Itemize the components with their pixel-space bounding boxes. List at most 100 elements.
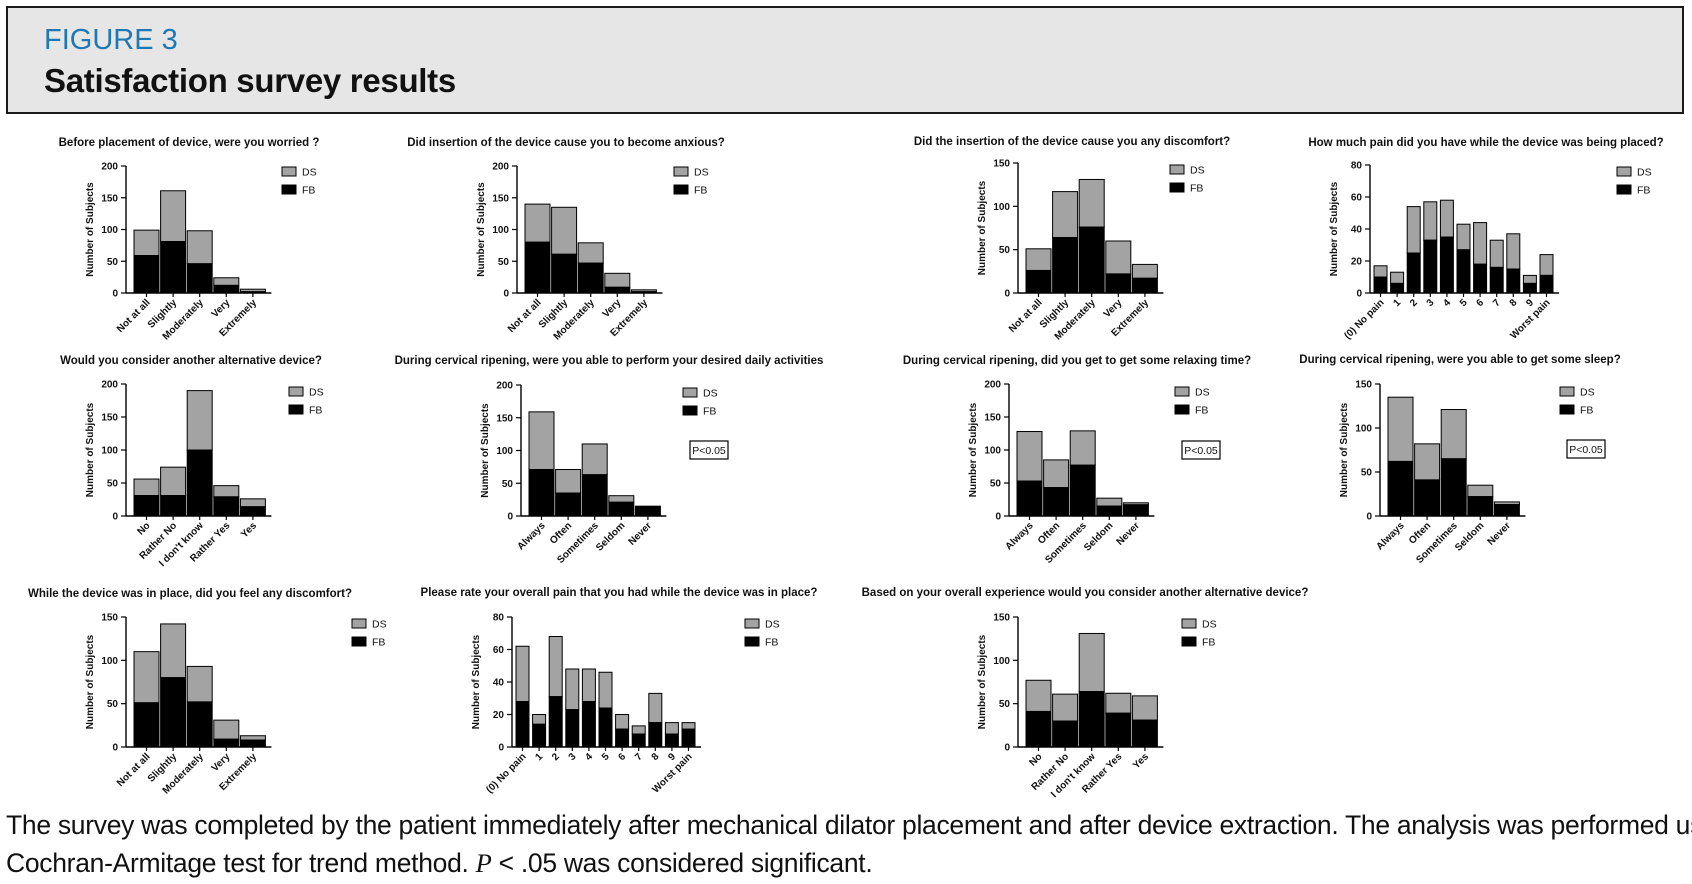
legend-swatch-ds: [1174, 386, 1190, 397]
legend-label-fb: FB: [1195, 405, 1208, 417]
bar-fb: [634, 505, 661, 517]
caption-p-symbol: P: [475, 848, 492, 878]
legend-label-fb: FB: [703, 406, 716, 418]
bar-fb: [608, 501, 635, 517]
y-tick-label: 100: [101, 446, 118, 457]
y-tick-label: 150: [1355, 380, 1372, 391]
bar-fb: [1043, 487, 1070, 517]
x-tick-label: Always: [515, 520, 547, 552]
y-tick-label: 50: [498, 257, 510, 268]
legend-swatch-fb: [281, 184, 297, 195]
bar-fb: [1456, 249, 1471, 294]
legend-label-ds: DS: [1195, 387, 1210, 399]
legend-label-fb: FB: [1637, 185, 1650, 197]
bar-ds: [604, 272, 631, 288]
x-tick-label: Never: [1115, 520, 1143, 548]
x-tick-label: 6: [617, 751, 629, 763]
bar-fb: [1131, 719, 1158, 748]
bar-ds: [1539, 254, 1554, 276]
bar-ds: [239, 498, 266, 508]
bar-fb: [1096, 505, 1123, 517]
legend-swatch-ds: [744, 618, 760, 629]
y-tick-label: 50: [1361, 468, 1373, 479]
bar-ds: [1078, 178, 1105, 228]
bar-fb: [515, 701, 530, 748]
y-tick-label: 50: [107, 257, 119, 268]
p-value-box: [1181, 440, 1221, 460]
bar-fb: [239, 739, 266, 748]
bar-ds: [1506, 233, 1521, 270]
bar-ds: [1440, 409, 1467, 460]
x-tick-label: 3: [1425, 297, 1437, 309]
y-tick-label: 200: [496, 381, 513, 392]
bar-ds: [1456, 223, 1471, 251]
legend-label-ds: DS: [1202, 619, 1217, 631]
legend-label-ds: DS: [765, 619, 780, 631]
bar-fb: [604, 286, 631, 294]
x-tick-label: 7: [633, 751, 645, 763]
bar-ds: [186, 230, 213, 265]
bar-fb: [577, 262, 604, 294]
x-tick-label: Not at all: [1007, 297, 1045, 335]
y-tick-label: 150: [101, 193, 118, 204]
legend-swatch-ds: [281, 166, 297, 177]
chart-title: Would you consider another alternative d…: [60, 355, 322, 367]
x-tick-label: 8: [1508, 297, 1520, 309]
p-value-label: P<0.05: [1569, 444, 1603, 456]
bar-ds: [160, 190, 187, 243]
bar-fb: [1078, 691, 1105, 748]
y-tick-label: 0: [507, 512, 513, 523]
bar-ds: [1052, 191, 1079, 239]
bar-ds: [581, 668, 596, 702]
bar-ds: [1473, 222, 1488, 265]
y-tick-label: 80: [493, 613, 505, 624]
y-axis-label: Number of Subjects: [85, 634, 96, 729]
x-tick-label: Yes: [239, 520, 259, 540]
legend-swatch-fb: [1559, 404, 1575, 415]
bar-ds: [1439, 199, 1454, 238]
x-tick-label: (0) No pain: [1342, 297, 1386, 341]
bar-ds: [551, 206, 578, 255]
chart-title: Did insertion of the device cause you to…: [407, 137, 725, 149]
y-tick-label: 150: [984, 413, 1001, 424]
y-tick-label: 100: [101, 225, 118, 236]
chart-1: Before placement of device, were you wor…: [59, 137, 320, 342]
chart-9: While the device was in place, did you f…: [28, 588, 387, 796]
y-axis-label: Number of Subjects: [977, 634, 988, 729]
y-tick-label: 50: [999, 245, 1011, 256]
legend-label-fb: FB: [1202, 637, 1215, 649]
p-value-box: [689, 440, 729, 460]
bar-ds: [515, 645, 530, 702]
x-tick-label: Seldom: [1453, 520, 1486, 553]
y-tick-label: 20: [1351, 257, 1363, 268]
chart-title: During cervical ripening, were you able …: [1299, 354, 1620, 366]
bar-ds: [186, 390, 213, 451]
y-tick-label: 0: [1004, 743, 1010, 754]
bar-ds: [524, 203, 551, 243]
bar-fb: [1069, 464, 1096, 517]
bar-fb: [1414, 479, 1441, 517]
legend-swatch-ds: [1559, 386, 1575, 397]
chart-10: Please rate your overall pain that you h…: [421, 587, 818, 796]
chart-title: How much pain did you have while the dev…: [1308, 137, 1663, 149]
x-tick-label: Not at all: [115, 297, 153, 335]
bar-fb: [1423, 239, 1438, 294]
figure-title: Satisfaction survey results: [44, 62, 456, 99]
bar-ds: [213, 719, 240, 740]
chart-7: During cervical ripening, did you get to…: [903, 355, 1251, 566]
y-tick-label: 150: [101, 413, 118, 424]
y-tick-label: 0: [995, 512, 1001, 523]
x-tick-label: 8: [650, 751, 662, 763]
x-tick-label: 5: [1458, 297, 1470, 309]
bar-ds: [1467, 484, 1494, 498]
bar-fb: [160, 241, 187, 294]
x-tick-label: Never: [627, 520, 655, 548]
figure-caption: The survey was completed by the patient …: [6, 806, 1692, 882]
y-tick-label: 0: [1366, 512, 1372, 523]
bar-fb: [631, 733, 646, 748]
bar-ds: [1105, 692, 1132, 714]
legend-swatch-fb: [673, 184, 689, 195]
x-tick-label: Not at all: [506, 297, 544, 335]
x-tick-label: Seldom: [1082, 520, 1115, 553]
bar-ds: [1522, 274, 1537, 284]
